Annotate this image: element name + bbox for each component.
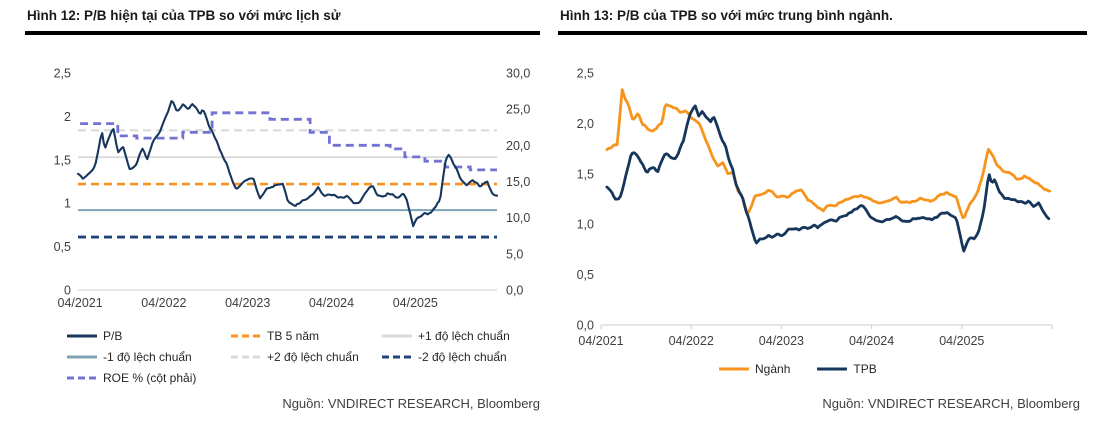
y-axis-tick-label: 1: [64, 197, 71, 211]
x-axis-tick-label: 04/2025: [939, 334, 984, 348]
legend-label: +2 độ lệch chuẩn: [267, 350, 359, 364]
mean-line-swatch-icon: [230, 333, 262, 339]
legend-label: +1 độ lệch chuẩn: [418, 329, 510, 343]
pb-industry-chart: 2,5 2,0 1,5 1,0 0,5 0,004/2021 04/2022 04/2023 0…: [577, 67, 1053, 348]
figure-13-panel: Hình 13: P/B của TPB so với mức trung bì…: [558, 0, 1116, 443]
figure-12-panel: Hình 12: P/B hiện tại của TPB so với mức…: [0, 0, 555, 443]
x-axis-tick-label: 04/2021: [58, 296, 103, 310]
y-axis-right-tick-label: 0,0: [506, 284, 523, 298]
y-axis-right-tick-label: 15,0: [506, 175, 530, 189]
legend-label: Ngành: [755, 362, 791, 376]
roe-line-swatch-icon: [66, 375, 98, 381]
x-axis-tick-label: 04/2025: [393, 296, 438, 310]
y-axis-tick-label: 2,5: [577, 67, 594, 81]
step-line: [80, 111, 497, 172]
y-axis-right-tick-label: 10,0: [506, 211, 530, 225]
x-axis-tick-label: 04/2022: [669, 334, 714, 348]
legend-item-plus2sd: +2 độ lệch chuẩn: [230, 350, 381, 364]
legend-item-nganh: Ngành: [718, 362, 790, 376]
figure-13-title: Hình 13: P/B của TPB so với mức trung bì…: [560, 8, 893, 23]
title-divider: [558, 31, 1087, 35]
figure-12-legend: P/B TB 5 năm +1 độ lệch chuẩn -1 độ lệch…: [66, 329, 510, 385]
y-axis-tick-label: 0,0: [577, 319, 594, 333]
legend-item-pb: P/B: [66, 329, 230, 343]
legend-label: TB 5 năm: [267, 329, 320, 343]
legend-label: -1 độ lệch chuẩn: [103, 350, 192, 364]
legend-item-plus1sd: +1 độ lệch chuẩn: [381, 329, 510, 343]
title-divider: [25, 31, 540, 35]
figure-13-legend: Ngành TPB: [718, 362, 877, 376]
legend-item-minus1sd: -1 độ lệch chuẩn: [66, 350, 230, 364]
y-axis-tick-label: 2: [64, 110, 71, 124]
y-axis-right-tick-label: 20,0: [506, 139, 530, 153]
y-axis-tick-label: 0,5: [577, 268, 594, 282]
x-axis-tick-label: 04/2021: [578, 334, 623, 348]
y-axis-right-tick-label: 25,0: [506, 103, 530, 117]
figure-13-source: Nguồn: VNDIRECT RESEARCH, Bloomberg: [822, 396, 1080, 411]
x-axis-tick-label: 04/2022: [141, 296, 186, 310]
plus1sd-line-swatch-icon: [381, 333, 413, 339]
price-line: [76, 100, 499, 228]
industry-line-swatch-icon: [718, 366, 750, 372]
legend-label: -2 độ lệch chuẩn: [418, 350, 507, 364]
x-axis-tick-label: 04/2023: [225, 296, 270, 310]
price-line: [605, 88, 1052, 220]
legend-item-tpb: TPB: [816, 362, 877, 376]
y-axis-tick-label: 0,5: [54, 240, 71, 254]
legend-label: ROE % (cột phải): [103, 371, 197, 385]
legend-item-roe: ROE % (cột phải): [66, 371, 230, 385]
minus1sd-line-swatch-icon: [66, 354, 98, 360]
legend-item-minus2sd: -2 độ lệch chuẩn: [381, 350, 510, 364]
legend-item-tb5nam: TB 5 năm: [230, 329, 381, 343]
tpb-line-swatch-icon: [816, 366, 848, 372]
figure-12-source: Nguồn: VNDIRECT RESEARCH, Bloomberg: [282, 396, 540, 411]
pb-line-swatch-icon: [66, 333, 98, 339]
x-axis-tick-label: 04/2024: [309, 296, 354, 310]
x-axis-tick-label: 04/2023: [759, 334, 804, 348]
y-axis-tick-label: 1,5: [577, 167, 594, 181]
figure-12-title: Hình 12: P/B hiện tại của TPB so với mức…: [27, 8, 341, 23]
legend-label: TPB: [853, 362, 877, 376]
legend-label: P/B: [103, 329, 123, 343]
y-axis-right-tick-label: 5,0: [506, 247, 523, 261]
price-line: [605, 104, 1051, 253]
minus2sd-line-swatch-icon: [381, 354, 413, 360]
pb-history-chart: 2,5 2 1,5 1 0,5 0 30,0 25,0 20,0 15,0 10,0 5,0 0,0 04…: [54, 67, 531, 311]
y-axis-tick-label: 2,5: [54, 67, 71, 81]
y-axis-tick-label: 2,0: [577, 117, 594, 131]
y-axis-tick-label: 0: [64, 284, 71, 298]
y-axis-tick-label: 1,0: [577, 218, 594, 232]
x-axis-tick-label: 04/2024: [849, 334, 894, 348]
y-axis-right-tick-label: 30,0: [506, 67, 530, 81]
plus2sd-line-swatch-icon: [230, 354, 262, 360]
y-axis-tick-label: 1,5: [54, 153, 71, 167]
